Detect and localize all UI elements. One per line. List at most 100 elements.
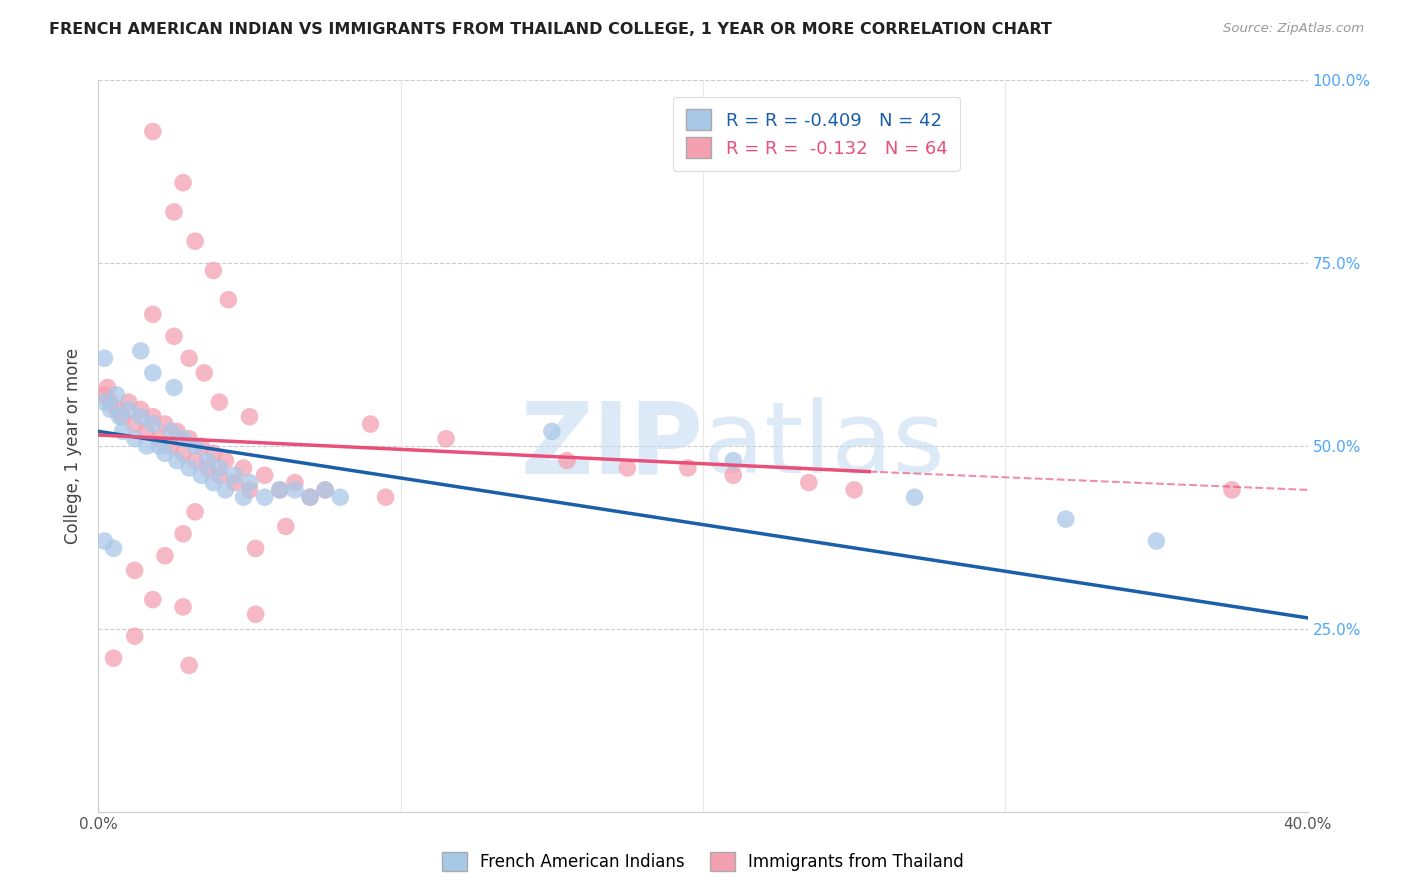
Point	[1054, 512, 1077, 526]
Point	[153, 417, 176, 431]
Point	[245, 607, 267, 622]
Point	[111, 425, 134, 439]
Point	[555, 453, 578, 467]
Point	[103, 651, 125, 665]
Point	[93, 534, 115, 549]
Point	[153, 446, 176, 460]
Point	[253, 490, 276, 504]
Point	[129, 343, 152, 358]
Point	[190, 468, 212, 483]
Point	[214, 453, 236, 467]
Point	[329, 490, 352, 504]
Point	[1144, 534, 1167, 549]
Point	[232, 490, 254, 504]
Point	[723, 453, 745, 467]
Point	[208, 395, 231, 409]
Point	[184, 505, 207, 519]
Point	[142, 409, 165, 424]
Point	[190, 439, 212, 453]
Point	[111, 409, 134, 424]
Point	[148, 439, 170, 453]
Point	[217, 293, 239, 307]
Point	[184, 234, 207, 248]
Point	[299, 490, 322, 504]
Point	[153, 549, 176, 563]
Point	[239, 409, 262, 424]
Point	[208, 461, 231, 475]
Point	[269, 483, 291, 497]
Point	[172, 432, 194, 446]
Point	[179, 461, 201, 475]
Point	[299, 490, 322, 504]
Point	[166, 453, 188, 467]
Y-axis label: College, 1 year or more: College, 1 year or more	[65, 348, 83, 544]
Point	[284, 475, 307, 490]
Point	[93, 388, 115, 402]
Point	[129, 402, 152, 417]
Point	[129, 409, 152, 424]
Point	[142, 307, 165, 321]
Point	[202, 263, 225, 277]
Point	[118, 402, 141, 417]
Point	[105, 388, 128, 402]
Point	[100, 402, 122, 417]
Legend: French American Indians, Immigrants from Thailand: French American Indians, Immigrants from…	[433, 843, 973, 880]
Point	[118, 395, 141, 409]
Point	[224, 475, 246, 490]
Point	[105, 402, 128, 417]
Point	[274, 519, 297, 533]
Point	[93, 351, 115, 366]
Point	[797, 475, 820, 490]
Point	[166, 425, 188, 439]
Point	[284, 483, 307, 497]
Point	[184, 453, 207, 467]
Point	[314, 483, 336, 497]
Point	[163, 380, 186, 394]
Point	[172, 526, 194, 541]
Point	[193, 366, 215, 380]
Point	[208, 468, 231, 483]
Point	[148, 432, 170, 446]
Point	[135, 425, 157, 439]
Point	[314, 483, 336, 497]
Point	[172, 446, 194, 460]
Point	[676, 461, 699, 475]
Point	[844, 483, 866, 497]
Point	[723, 468, 745, 483]
Point	[100, 395, 122, 409]
Point	[374, 490, 396, 504]
Point	[108, 409, 131, 424]
Point	[124, 417, 146, 431]
Point	[172, 176, 194, 190]
Point	[160, 425, 183, 439]
Point	[224, 468, 246, 483]
Point	[93, 395, 115, 409]
Point	[904, 490, 927, 504]
Point	[142, 366, 165, 380]
Text: FRENCH AMERICAN INDIAN VS IMMIGRANTS FROM THAILAND COLLEGE, 1 YEAR OR MORE CORRE: FRENCH AMERICAN INDIAN VS IMMIGRANTS FRO…	[49, 22, 1052, 37]
Point	[142, 592, 165, 607]
Point	[135, 439, 157, 453]
Point	[202, 446, 225, 460]
Point	[1220, 483, 1243, 497]
Point	[540, 425, 562, 439]
Point	[179, 432, 201, 446]
Point	[269, 483, 291, 497]
Point	[184, 439, 207, 453]
Point	[160, 439, 183, 453]
Point	[163, 329, 186, 343]
Point	[172, 599, 194, 614]
Point	[179, 658, 201, 673]
Point	[142, 124, 165, 138]
Point	[142, 417, 165, 431]
Point	[124, 432, 146, 446]
Point	[124, 629, 146, 643]
Text: ZIP: ZIP	[520, 398, 703, 494]
Text: Source: ZipAtlas.com: Source: ZipAtlas.com	[1223, 22, 1364, 36]
Point	[239, 475, 262, 490]
Point	[124, 563, 146, 577]
Point	[434, 432, 457, 446]
Point	[195, 453, 218, 467]
Point	[96, 380, 118, 394]
Point	[163, 205, 186, 219]
